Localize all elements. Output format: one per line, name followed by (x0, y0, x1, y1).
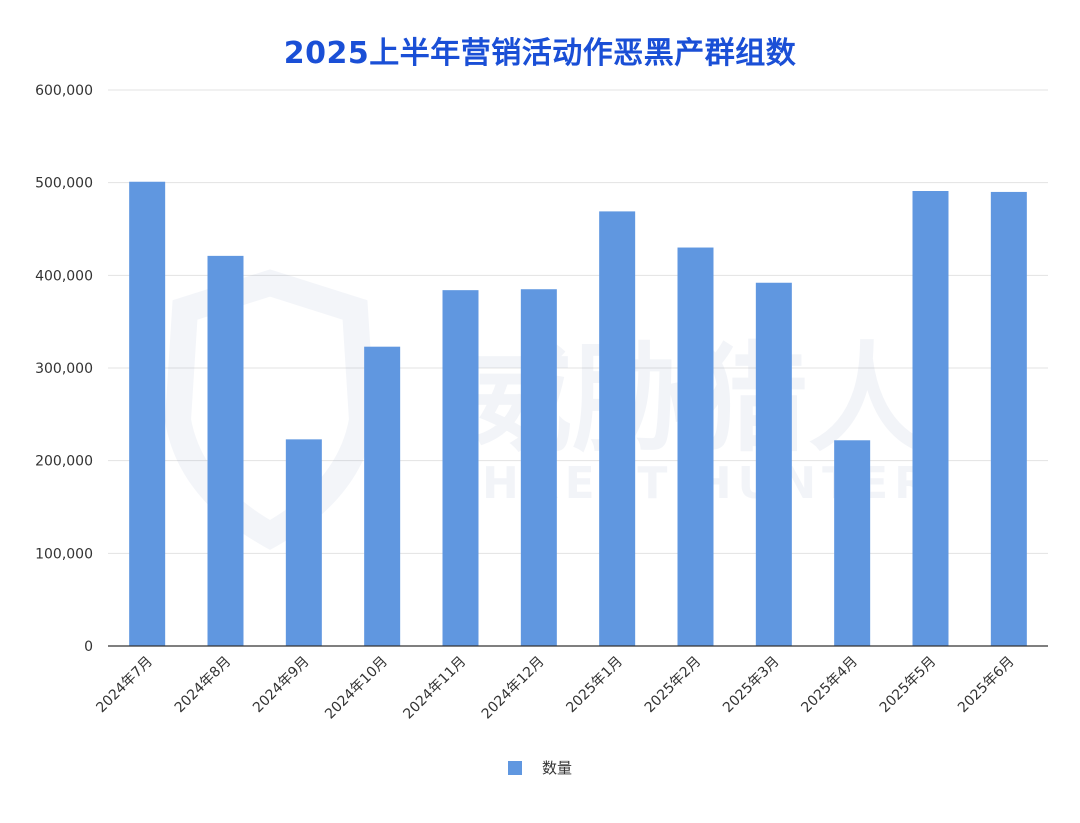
gridlines (108, 89, 1048, 554)
bar (912, 191, 949, 647)
x-tick-label: 2025年4月 (798, 654, 861, 717)
shield-logo-icon (164, 269, 376, 550)
bar (834, 440, 871, 646)
y-tick-label: 200,000 (35, 454, 93, 470)
legend-swatch (507, 760, 522, 775)
x-tick-label: 2024年8月 (172, 654, 235, 717)
y-axis-ticks: 0 100,000 200,000 300,000 400,000 500,000 600,… (35, 83, 93, 655)
bar (677, 247, 714, 647)
y-tick-label: 0 (84, 639, 93, 655)
x-tick-label: 2025年6月 (955, 654, 1018, 717)
bar (990, 191, 1027, 646)
x-tick-label: 2024年11月 (400, 654, 469, 723)
chart-title: 2025上半年营销活动作恶黑产群组数 (283, 36, 797, 71)
x-tick-label: 2025年5月 (877, 654, 940, 717)
bars (129, 181, 1027, 647)
bar (364, 346, 401, 646)
y-tick-label: 100,000 (35, 546, 93, 562)
bar (285, 439, 322, 646)
x-tick-label: 2024年10月 (322, 654, 391, 723)
y-tick-label: 500,000 (35, 176, 93, 192)
y-tick-label: 600,000 (35, 83, 93, 99)
y-tick-label: 300,000 (35, 361, 93, 377)
bar (129, 181, 166, 647)
bar (207, 255, 244, 646)
x-axis-labels: 2024年7月 2024年8月 2024年9月 2024年10月 2024年11月 202… (93, 654, 1017, 723)
x-tick-label: 2024年9月 (250, 654, 313, 717)
bar (442, 290, 479, 646)
legend-label: 数量 (541, 759, 572, 777)
x-tick-label: 2025年1月 (563, 654, 626, 717)
x-tick-label: 2025年2月 (642, 654, 705, 717)
bar (520, 289, 557, 646)
bar (755, 282, 792, 646)
x-tick-label: 2024年12月 (479, 654, 548, 723)
bar (599, 211, 636, 647)
y-tick-label: 400,000 (35, 268, 93, 284)
x-tick-label: 2025年3月 (720, 654, 783, 717)
legend: 数量 (0, 757, 1080, 778)
x-tick-label: 2024年7月 (93, 654, 156, 717)
